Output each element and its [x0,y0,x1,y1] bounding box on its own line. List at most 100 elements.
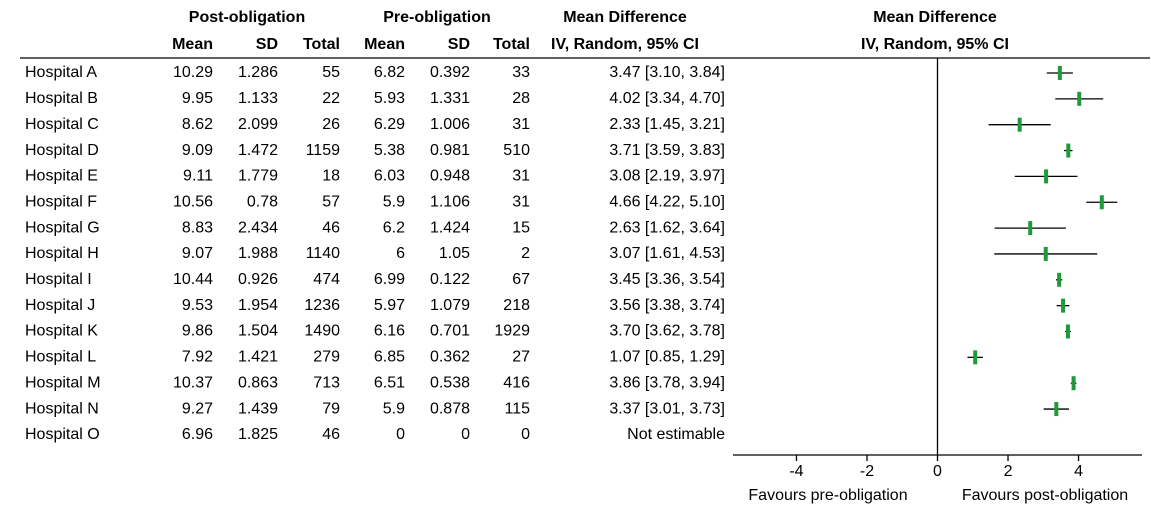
cell: 6.29 [374,116,405,133]
cell: 4.66 [4.22, 5.10] [609,193,725,210]
cell: 1.079 [430,297,470,314]
row-label: Hospital A [25,64,97,81]
chart-title: Mean Difference [873,9,997,26]
cell: 1929 [494,323,530,340]
cell: 0.926 [238,271,278,288]
cell: 2.434 [238,219,278,236]
cell: 3.45 [3.36, 3.54] [609,271,725,288]
cell: 0.981 [430,142,470,159]
estimate-marker [1057,66,1062,80]
group-header: Mean Difference [563,9,687,26]
estimate-marker [1017,117,1022,132]
cell: 9.86 [182,323,213,340]
cell: 1.331 [430,90,470,107]
estimate-marker [1057,272,1062,287]
cell: 6.85 [374,349,405,366]
cell: 10.44 [173,271,213,288]
cell: 10.29 [173,64,213,81]
cell: 18 [322,168,340,185]
cell: Not estimable [627,426,725,443]
cell: 10.37 [173,374,213,391]
cell: 33 [512,64,530,81]
cell: 1.05 [439,245,470,262]
cell: 1.424 [430,219,470,236]
cell: 1.286 [238,64,278,81]
cell: 0.538 [430,374,470,391]
chart-subtitle: IV, Random, 95% CI [861,36,1009,53]
cell: 3.70 [3.62, 3.78] [609,323,725,340]
cell: 55 [322,64,340,81]
cell: 218 [503,297,530,314]
cell: 0.863 [238,374,278,391]
cell: 5.9 [383,400,405,417]
cell: 0 [521,426,530,443]
row-label: Hospital C [25,116,99,133]
row-label: Hospital F [25,193,97,210]
x-tick-label: 4 [1074,463,1083,480]
estimate-marker [973,350,978,365]
group-header: Pre-obligation [383,9,491,26]
cell: 57 [322,193,340,210]
estimate-marker [1077,91,1082,106]
cell: 1140 [306,245,341,262]
cell: 6.2 [383,219,405,236]
cell: 510 [503,142,530,159]
row-label: Hospital L [25,349,96,366]
cell: 0 [396,426,405,443]
cell: 31 [512,193,530,210]
cell: 9.07 [182,245,213,262]
cell: 1.006 [430,116,470,133]
estimate-marker [1043,246,1048,261]
column-header: Total [493,36,530,53]
row-label: Hospital K [25,323,98,340]
cell: 31 [512,116,530,133]
cell: 1.954 [238,297,278,314]
x-tick-label: -2 [860,463,874,480]
column-header: Mean [172,36,213,53]
cell: 9.53 [182,297,213,314]
cell: 2.099 [238,116,278,133]
estimate-marker [1066,143,1071,158]
cell: 1.106 [430,193,470,210]
cell: 6 [396,245,405,262]
cell: 1236 [304,297,340,314]
row-label: Hospital N [25,400,99,417]
group-header: Post-obligation [189,9,305,26]
x-axis-label-left: Favours pre-obligation [748,487,907,504]
cell: 28 [512,90,530,107]
cell: 3.47 [3.10, 3.84] [609,64,725,81]
cell: 1159 [306,142,341,159]
cell: 5.97 [374,297,405,314]
cell: 9.95 [182,90,213,107]
cell: 0.122 [430,271,470,288]
estimate-marker [1099,195,1104,210]
cell: 3.71 [3.59, 3.83] [609,142,725,159]
row-label: Hospital G [25,219,100,236]
cell: 9.09 [182,142,213,159]
cell: 7.92 [182,349,213,366]
cell: 6.99 [374,271,405,288]
cell: 5.9 [383,193,405,210]
cell: 6.82 [374,64,405,81]
cell: 46 [322,426,340,443]
column-header: SD [256,36,278,53]
cell: 3.07 [1.61, 4.53] [609,245,725,262]
column-header: Total [303,36,340,53]
cell: 115 [504,400,530,417]
cell: 6.96 [182,426,213,443]
cell: 0.392 [430,64,470,81]
cell: 1.988 [238,245,278,262]
cell: 8.83 [182,219,213,236]
x-axis-label-right: Favours post-obligation [962,487,1128,504]
column-header: SD [448,36,470,53]
row-label: Hospital I [25,271,92,288]
row-label: Hospital E [25,168,98,185]
cell: 15 [512,219,530,236]
cell: 8.62 [182,116,213,133]
x-tick-label: 2 [1004,463,1013,480]
cell: 6.51 [374,374,405,391]
x-tick-label: -4 [789,463,803,480]
estimate-marker [1061,298,1066,313]
